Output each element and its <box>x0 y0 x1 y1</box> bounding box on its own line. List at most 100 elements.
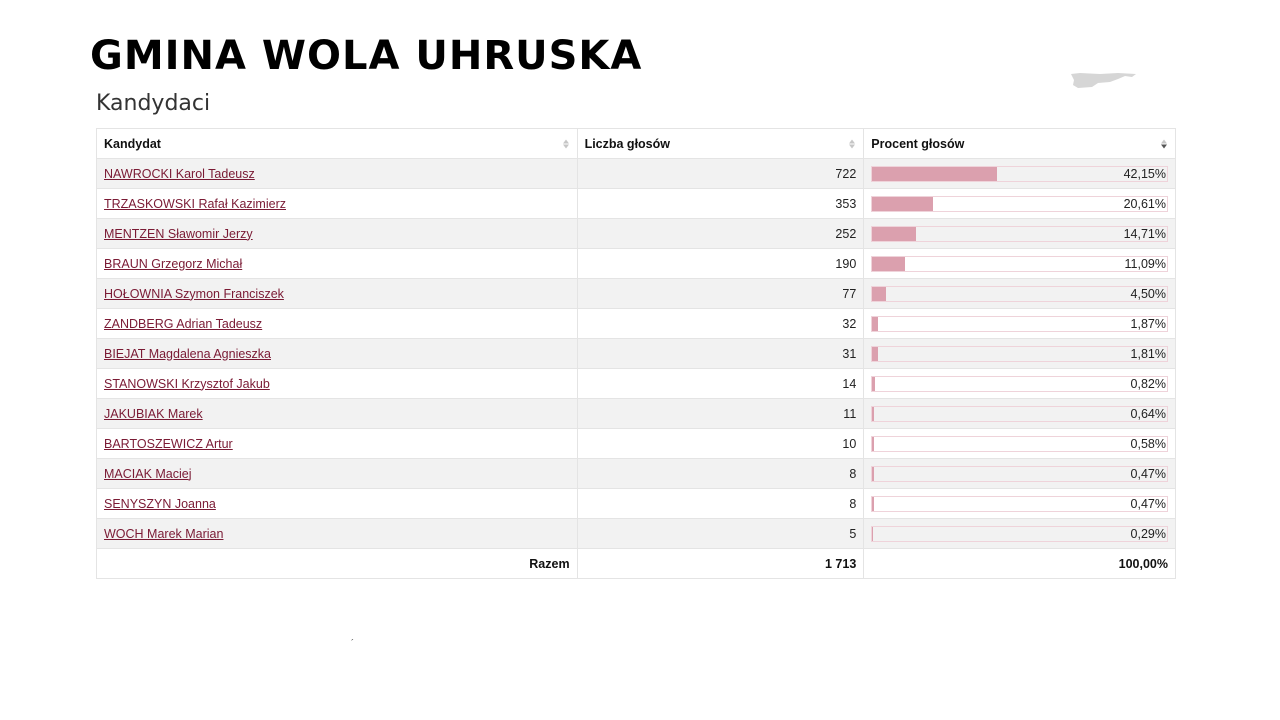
total-percent: 100,00% <box>863 548 1176 579</box>
votes-cell: 353 <box>576 188 865 219</box>
percent-bar: 0,47% <box>871 495 1168 512</box>
votes-cell: 8 <box>576 458 865 489</box>
percent-bar-fill <box>872 346 878 361</box>
candidate-link[interactable]: BARTOSZEWICZ Artur <box>104 436 233 451</box>
percent-value: 4,50% <box>1130 286 1166 301</box>
candidate-link[interactable]: TRZASKOWSKI Rafał Kazimierz <box>104 196 286 211</box>
table-row: NAWROCKI Karol Tadeusz 722 42,15% <box>96 158 1176 189</box>
votes-cell: 32 <box>576 308 865 339</box>
percent-bar: 1,87% <box>871 315 1168 332</box>
votes-cell: 10 <box>576 428 865 459</box>
candidate-cell: JAKUBIAK Marek <box>96 398 578 429</box>
candidate-cell: WOCH Marek Marian <box>96 518 578 549</box>
total-label: Razem <box>96 548 578 579</box>
table-row: BRAUN Grzegorz Michał 190 11,09% <box>96 248 1176 279</box>
percent-cell: 0,82% <box>863 368 1176 399</box>
results-table: Kandydat Liczba głosów Procent głosów NA… <box>96 128 1176 579</box>
column-header-label: Procent głosów <box>871 136 965 151</box>
percent-value: 0,47% <box>1130 496 1166 511</box>
section-title: Kandydaci <box>96 91 211 116</box>
percent-bar-fill <box>872 256 905 271</box>
candidate-cell: ZANDBERG Adrian Tadeusz <box>96 308 578 339</box>
table-row: BARTOSZEWICZ Artur 10 0,58% <box>96 428 1176 459</box>
percent-cell: 1,81% <box>863 338 1176 369</box>
candidate-cell: HOŁOWNIA Szymon Franciszek <box>96 278 578 309</box>
column-header-label: Liczba głosów <box>584 136 670 151</box>
candidate-link[interactable]: JAKUBIAK Marek <box>104 406 203 421</box>
percent-value: 0,64% <box>1130 406 1166 421</box>
table-footer-row: Razem 1 713 100,00% <box>96 548 1176 579</box>
percent-bar: 20,61% <box>871 195 1168 212</box>
table-row: SENYSZYN Joanna 8 0,47% <box>96 488 1176 519</box>
percent-cell: 0,47% <box>863 458 1176 489</box>
votes-cell: 8 <box>576 488 865 519</box>
candidate-link[interactable]: NAWROCKI Karol Tadeusz <box>104 166 255 181</box>
candidate-cell: NAWROCKI Karol Tadeusz <box>96 158 578 189</box>
percent-bar: 4,50% <box>871 285 1168 302</box>
column-header-percent[interactable]: Procent głosów <box>863 128 1176 159</box>
candidate-link[interactable]: STANOWSKI Krzysztof Jakub <box>104 376 270 391</box>
votes-cell: 14 <box>576 368 865 399</box>
percent-bar: 0,29% <box>871 525 1168 542</box>
column-header-candidate[interactable]: Kandydat <box>96 128 578 159</box>
percent-cell: 0,58% <box>863 428 1176 459</box>
votes-cell: 252 <box>576 218 865 249</box>
percent-cell: 4,50% <box>863 278 1176 309</box>
candidate-cell: MACIAK Maciej <box>96 458 578 489</box>
percent-bar-fill <box>872 196 934 211</box>
table-row: MENTZEN Sławomir Jerzy 252 14,71% <box>96 218 1176 249</box>
table-row: STANOWSKI Krzysztof Jakub 14 0,82% <box>96 368 1176 399</box>
percent-cell: 11,09% <box>863 248 1176 279</box>
percent-value: 42,15% <box>1123 166 1166 181</box>
table-row: ZANDBERG Adrian Tadeusz 32 1,87% <box>96 308 1176 339</box>
percent-bar: 0,47% <box>871 465 1168 482</box>
percent-value: 0,47% <box>1130 466 1166 481</box>
table-header-row: Kandydat Liczba głosów Procent głosów <box>96 128 1176 159</box>
percent-bar-fill <box>872 526 874 541</box>
percent-bar: 0,82% <box>871 375 1168 392</box>
candidate-link[interactable]: ZANDBERG Adrian Tadeusz <box>104 316 263 331</box>
percent-bar-fill <box>872 286 886 301</box>
candidate-link[interactable]: SENYSZYN Joanna <box>104 496 216 511</box>
page-title: GMINA WOLA UHRUSKA <box>90 33 643 79</box>
votes-cell: 190 <box>576 248 865 279</box>
candidate-link[interactable]: HOŁOWNIA Szymon Franciszek <box>104 286 284 301</box>
sort-arrows-icon <box>849 139 856 148</box>
candidate-link[interactable]: WOCH Marek Marian <box>104 526 224 541</box>
candidate-link[interactable]: MACIAK Maciej <box>104 466 192 481</box>
column-header-label: Kandydat <box>104 136 161 151</box>
percent-cell: 0,47% <box>863 488 1176 519</box>
percent-value: 1,81% <box>1130 346 1166 361</box>
percent-value: 1,87% <box>1130 316 1166 331</box>
percent-value: 11,09% <box>1124 256 1166 271</box>
candidate-link[interactable]: MENTZEN Sławomir Jerzy <box>104 226 253 241</box>
percent-cell: 42,15% <box>863 158 1176 189</box>
candidate-cell: SENYSZYN Joanna <box>96 488 578 519</box>
percent-bar: 11,09% <box>871 255 1168 272</box>
votes-cell: 31 <box>576 338 865 369</box>
percent-bar-fill <box>872 226 916 241</box>
sort-descending-icon <box>1161 139 1167 148</box>
candidate-link[interactable]: BIEJAT Magdalena Agnieszka <box>104 346 271 361</box>
percent-bar-fill <box>872 316 878 331</box>
percent-value: 0,58% <box>1130 436 1166 451</box>
percent-bar-fill <box>872 466 874 481</box>
table-row: MACIAK Maciej 8 0,47% <box>96 458 1176 489</box>
votes-cell: 11 <box>576 398 865 429</box>
percent-value: 0,82% <box>1130 376 1166 391</box>
candidate-link[interactable]: BRAUN Grzegorz Michał <box>104 256 243 271</box>
percent-cell: 14,71% <box>863 218 1176 249</box>
column-header-votes[interactable]: Liczba głosów <box>576 128 865 159</box>
votes-cell: 5 <box>576 518 865 549</box>
percent-bar: 42,15% <box>871 165 1168 182</box>
percent-value: 14,71% <box>1123 226 1166 241</box>
percent-value: 20,61% <box>1123 196 1166 211</box>
percent-bar: 14,71% <box>871 225 1168 242</box>
stray-mark: ´ <box>351 638 354 648</box>
region-map-icon <box>1071 73 1136 88</box>
sort-arrows-icon <box>562 139 569 148</box>
percent-value: 0,29% <box>1130 526 1166 541</box>
percent-bar-fill <box>872 496 874 511</box>
table-row: BIEJAT Magdalena Agnieszka 31 1,81% <box>96 338 1176 369</box>
percent-bar: 0,58% <box>871 435 1168 452</box>
